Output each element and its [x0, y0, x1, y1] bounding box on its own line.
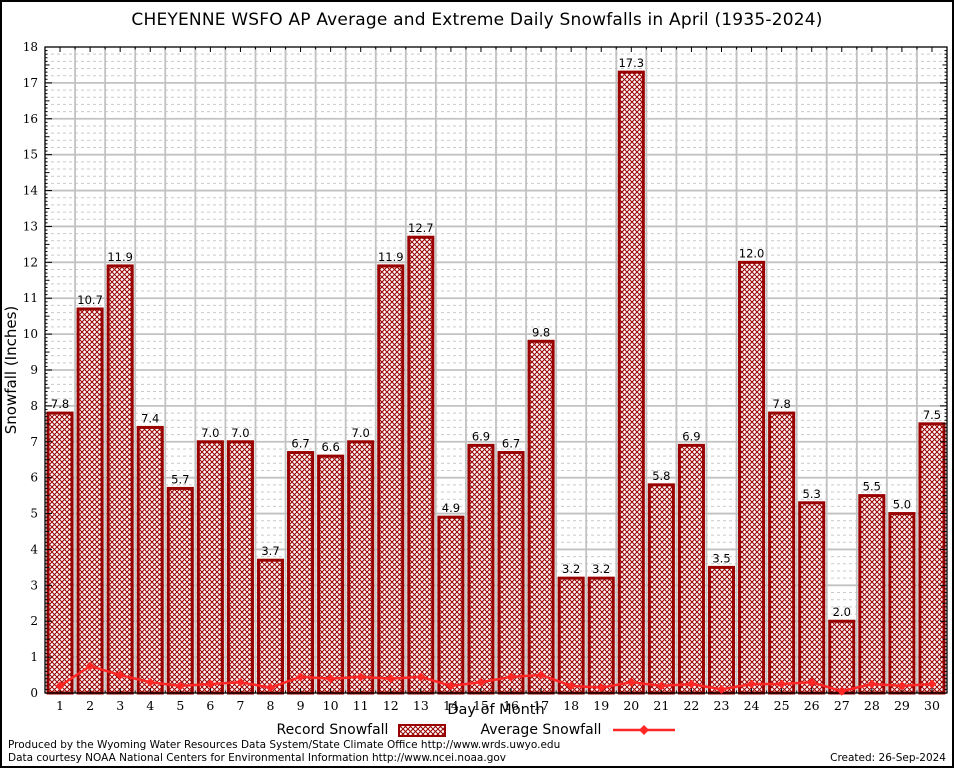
svg-text:29: 29: [894, 698, 910, 713]
legend-item-record: Record Snowfall: [277, 722, 447, 738]
svg-text:3: 3: [30, 578, 38, 592]
svg-text:5: 5: [176, 698, 184, 713]
legend-record-label: Record Snowfall: [276, 722, 389, 738]
svg-text:7.5: 7.5: [923, 408, 941, 422]
svg-text:3.5: 3.5: [712, 551, 730, 565]
svg-text:23: 23: [714, 698, 730, 713]
svg-text:6.7: 6.7: [502, 437, 520, 451]
svg-text:7.0: 7.0: [352, 426, 370, 440]
svg-text:7: 7: [30, 435, 38, 449]
svg-text:22: 22: [683, 698, 699, 713]
svg-text:11.9: 11.9: [378, 250, 404, 264]
svg-text:26: 26: [804, 698, 820, 713]
svg-text:7.8: 7.8: [772, 397, 790, 411]
svg-text:8: 8: [30, 399, 38, 413]
footer-created-date: Created: 26-Sep-2024: [830, 752, 946, 764]
svg-text:17.3: 17.3: [618, 56, 644, 70]
svg-text:0: 0: [30, 686, 38, 700]
svg-text:10: 10: [23, 327, 38, 341]
svg-text:14: 14: [23, 184, 39, 198]
svg-text:5.7: 5.7: [171, 472, 189, 486]
svg-text:1: 1: [56, 698, 64, 713]
svg-text:9.8: 9.8: [532, 325, 550, 339]
svg-text:19: 19: [593, 698, 609, 713]
svg-text:7.8: 7.8: [51, 397, 69, 411]
svg-text:25: 25: [774, 698, 790, 713]
svg-text:18: 18: [563, 698, 579, 713]
svg-text:10: 10: [323, 698, 339, 713]
svg-text:16: 16: [23, 112, 38, 126]
svg-text:12: 12: [383, 698, 399, 713]
chart-footer: Produced by the Wyoming Water Resources …: [8, 739, 946, 765]
svg-text:5.3: 5.3: [803, 487, 821, 501]
svg-text:10.7: 10.7: [77, 293, 103, 307]
svg-text:6.9: 6.9: [472, 429, 490, 443]
svg-text:11: 11: [23, 291, 38, 305]
svg-text:20: 20: [623, 698, 639, 713]
footer-produced-by: Produced by the Wyoming Water Resources …: [8, 739, 561, 751]
svg-text:6.9: 6.9: [682, 429, 700, 443]
svg-text:8: 8: [267, 698, 275, 713]
svg-text:17: 17: [533, 698, 549, 713]
chart-legend: Record Snowfall Average Snowfall: [2, 722, 952, 738]
svg-text:7: 7: [236, 698, 244, 713]
svg-text:16: 16: [503, 698, 519, 713]
svg-text:21: 21: [653, 698, 669, 713]
svg-text:11: 11: [353, 698, 369, 713]
svg-text:6: 6: [30, 471, 38, 485]
svg-text:6.7: 6.7: [291, 437, 309, 451]
svg-text:24: 24: [744, 698, 760, 713]
svg-text:6.6: 6.6: [321, 440, 339, 454]
svg-text:11.9: 11.9: [107, 250, 133, 264]
svg-text:3.2: 3.2: [562, 562, 580, 576]
svg-text:4: 4: [30, 542, 38, 556]
svg-text:12: 12: [23, 255, 38, 269]
svg-text:2: 2: [86, 698, 94, 713]
svg-text:12.0: 12.0: [739, 246, 765, 260]
average-snowfall-line-icon: [613, 725, 676, 735]
svg-text:5.0: 5.0: [893, 498, 911, 512]
svg-text:15: 15: [473, 698, 489, 713]
svg-text:14: 14: [443, 698, 459, 713]
svg-text:18: 18: [23, 40, 38, 54]
svg-text:3: 3: [116, 698, 124, 713]
svg-text:5: 5: [30, 507, 38, 521]
footer-data-courtesy: Data courtesy NOAA National Centers for …: [8, 752, 507, 764]
chart-plot: 7.8 10.7 11.9 7.4 5.7 7.0 7.0 3.7 6.7 6.6 7.0 11.9 1…: [2, 40, 948, 713]
svg-text:7.4: 7.4: [141, 411, 159, 425]
svg-text:5.5: 5.5: [863, 480, 881, 494]
svg-text:9: 9: [297, 698, 305, 713]
y-axis-title: Snowfall (Inches): [2, 306, 20, 434]
svg-text:3.2: 3.2: [592, 562, 610, 576]
svg-text:28: 28: [864, 698, 880, 713]
svg-text:30: 30: [924, 698, 940, 713]
svg-text:6: 6: [206, 698, 214, 713]
svg-text:12.7: 12.7: [408, 221, 434, 235]
legend-item-average: Average Snowfall: [480, 722, 677, 738]
svg-text:7.0: 7.0: [231, 426, 249, 440]
svg-text:2: 2: [30, 614, 38, 628]
svg-text:27: 27: [834, 698, 850, 713]
svg-text:17: 17: [23, 76, 38, 90]
legend-average-label: Average Snowfall: [480, 722, 602, 738]
svg-text:7.0: 7.0: [201, 426, 219, 440]
svg-text:13: 13: [413, 698, 429, 713]
svg-text:3.7: 3.7: [261, 544, 279, 558]
svg-text:5.8: 5.8: [652, 469, 670, 483]
svg-text:9: 9: [30, 363, 38, 377]
chart-title: CHEYENNE WSFO AP Average and Extreme Dai…: [131, 10, 823, 30]
record-snowfall-swatch-icon: [398, 723, 447, 737]
svg-text:2.0: 2.0: [833, 605, 851, 619]
svg-text:13: 13: [23, 219, 38, 233]
svg-text:4.9: 4.9: [442, 501, 460, 515]
svg-text:4: 4: [146, 698, 154, 713]
svg-text:15: 15: [23, 148, 38, 162]
x-axis-title: Day of Month: [447, 702, 545, 718]
svg-text:1: 1: [30, 650, 38, 664]
